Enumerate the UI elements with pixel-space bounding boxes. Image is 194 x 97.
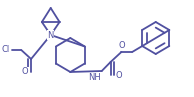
Text: O: O: [115, 71, 122, 80]
Text: NH: NH: [88, 73, 101, 82]
Text: Cl: Cl: [1, 45, 10, 55]
Text: N: N: [48, 30, 54, 39]
Text: O: O: [118, 41, 125, 50]
Text: O: O: [22, 68, 28, 77]
